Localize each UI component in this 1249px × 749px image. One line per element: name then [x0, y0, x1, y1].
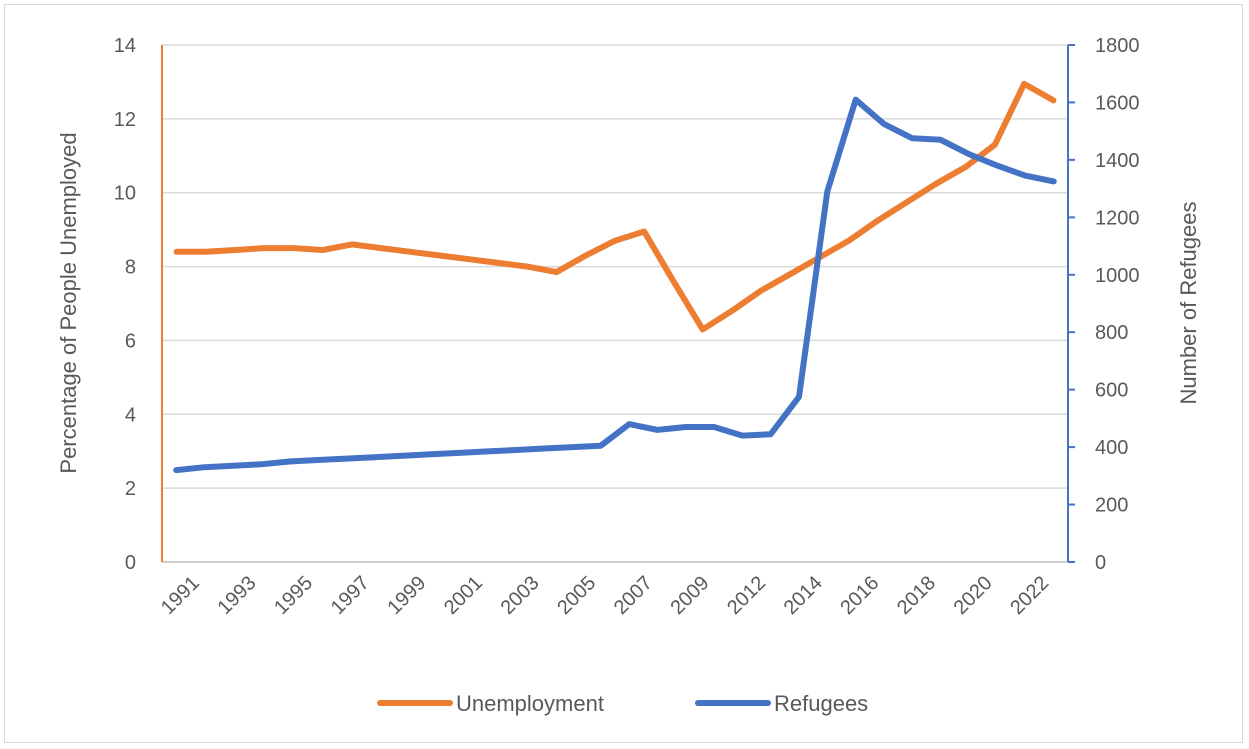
y-left-tick-label: 4 — [125, 404, 136, 426]
legend-entry-refugees: Refugees — [774, 691, 868, 716]
x-tick-label: 2016 — [836, 572, 883, 619]
x-tick-label: 2005 — [553, 572, 600, 619]
series-line-refugees — [173, 96, 1057, 474]
y-right-tick-label: 1600 — [1095, 92, 1140, 114]
y-right-tick-label: 1800 — [1095, 35, 1140, 57]
chart-frame — [4, 4, 1243, 743]
y-left-tick-label: 6 — [125, 330, 136, 352]
y-left-tick-label: 2 — [125, 478, 136, 500]
x-tick-label: 2020 — [950, 572, 997, 619]
left-axis: 0 2 4 6 8 10 12 14 — [114, 35, 163, 574]
right-axis: 0 200 400 600 800 1000 1200 1400 1600 1800 — [1067, 35, 1140, 574]
y-left-tick-label: 0 — [125, 552, 136, 574]
x-tick-label: 2012 — [723, 572, 770, 619]
y-right-tick-label: 0 — [1095, 552, 1106, 574]
y-right-tick-label: 600 — [1095, 380, 1128, 402]
gridlines — [162, 44, 1068, 563]
y-right-tick-label: 200 — [1095, 495, 1128, 517]
x-tick-label: 2022 — [1006, 572, 1053, 619]
y-right-tick-label: 1000 — [1095, 265, 1140, 287]
x-tick-label: 1997 — [327, 572, 374, 619]
y-left-tick-label: 14 — [114, 35, 136, 57]
x-tick-label: 2018 — [893, 572, 940, 619]
x-tick-label: 2001 — [440, 572, 487, 619]
x-tick-label: 2007 — [610, 572, 657, 619]
y-right-tick-label: 1400 — [1095, 150, 1140, 172]
x-tick-label: 2003 — [497, 572, 544, 619]
y-left-tick-label: 8 — [125, 257, 136, 279]
y-right-tick-label: 400 — [1095, 437, 1128, 459]
x-tick-label: 1999 — [383, 572, 430, 619]
y-right-tick-label: 1200 — [1095, 207, 1140, 229]
legend: Unemployment Refugees — [377, 691, 868, 716]
x-tick-label: 2014 — [780, 572, 827, 619]
y-axis-right-title: Number of Refugees — [1176, 202, 1201, 405]
series-line-unemployment — [173, 80, 1057, 333]
series-layer — [173, 80, 1057, 474]
legend-entry-unemployment: Unemployment — [456, 691, 604, 716]
y-left-tick-label: 12 — [114, 109, 136, 131]
x-tick-label: 2009 — [666, 572, 713, 619]
y-right-tick-label: 800 — [1095, 322, 1128, 344]
y-axis-left-title: Percentage of People Unemployed — [56, 132, 81, 473]
x-tick-label: 1995 — [270, 572, 317, 619]
x-tick-label: 1993 — [213, 572, 260, 619]
y-left-tick-label: 10 — [114, 183, 136, 205]
x-axis: 1991 1993 1995 1997 1999 2001 2003 2005 2007 2009… — [157, 572, 1053, 619]
x-tick-label: 1991 — [157, 572, 204, 619]
